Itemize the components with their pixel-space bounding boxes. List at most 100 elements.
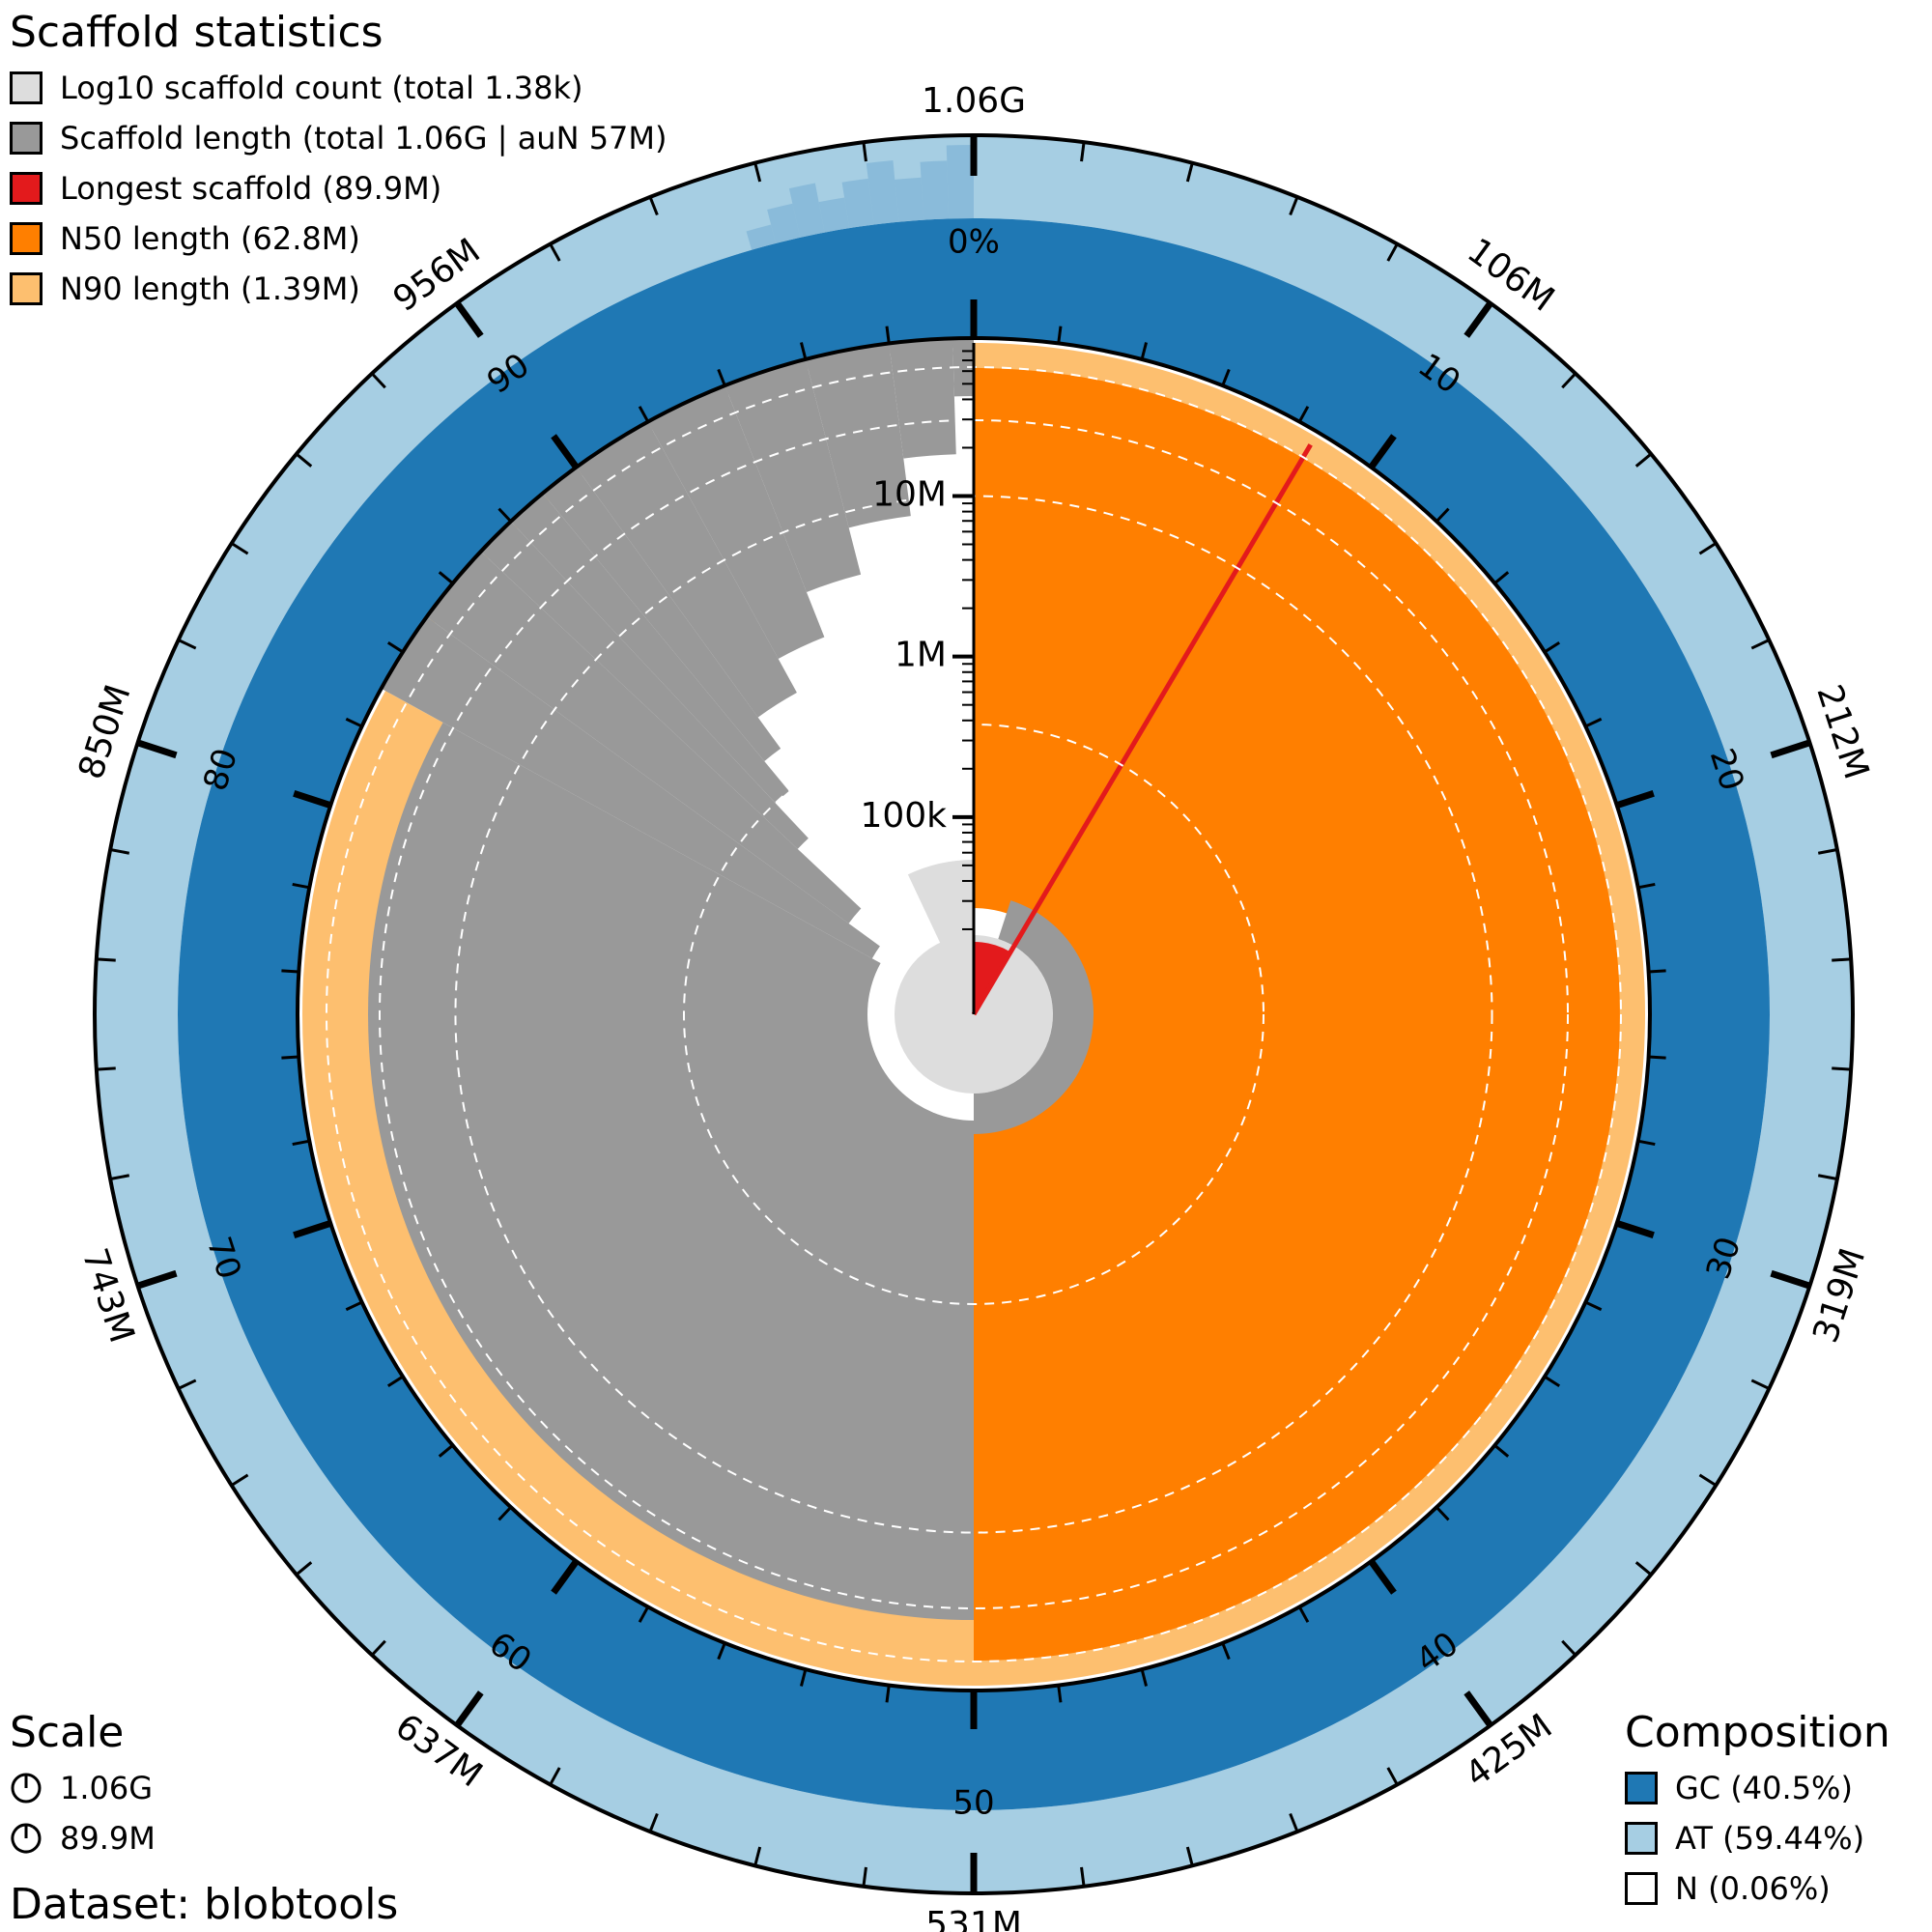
- percent-minor-tick: [1584, 1300, 1603, 1312]
- length-minor-tick: [295, 1561, 313, 1577]
- scaffold-count-wedge: [907, 860, 974, 1014]
- scaffold-length-step: [510, 493, 789, 804]
- percent-minor-tick: [885, 326, 891, 344]
- percent-major-tick: [1615, 1219, 1655, 1239]
- length-minor-tick: [177, 639, 197, 650]
- percent-minor-tick: [345, 717, 363, 728]
- composition-swatch: [1625, 1822, 1658, 1855]
- radial-tick-label: 10M: [872, 474, 947, 514]
- percent-minor-tick: [1221, 1642, 1231, 1661]
- percent-minor-tick: [281, 969, 299, 974]
- length-minor-tick: [1289, 1812, 1299, 1833]
- length-major-tick: [1463, 1690, 1493, 1728]
- percent-minor-tick: [799, 1668, 808, 1687]
- percent-tick-label: 0%: [948, 223, 1000, 262]
- length-minor-tick: [1750, 639, 1771, 650]
- length-minor-tick: [1561, 1639, 1577, 1657]
- length-minor-tick: [1698, 1473, 1718, 1487]
- length-major-tick: [1770, 1269, 1811, 1290]
- legend-label: N50 length (62.8M): [60, 220, 360, 257]
- percent-minor-tick: [638, 406, 650, 423]
- length-major-tick: [454, 300, 484, 338]
- length-minor-tick: [1634, 452, 1653, 468]
- percent-minor-tick: [1057, 1685, 1063, 1703]
- full-circle-scale-icon: [11, 1773, 42, 1804]
- legend-swatch: [10, 122, 43, 155]
- length-minor-tick: [96, 957, 116, 962]
- percent-minor-tick: [345, 1300, 363, 1312]
- length-major-tick: [136, 1269, 178, 1290]
- scale-item-total: 1.06G: [10, 1770, 153, 1806]
- length-minor-tick: [1750, 1378, 1771, 1390]
- percent-minor-tick: [1648, 1055, 1666, 1060]
- scaffold-length-step: [381, 616, 880, 959]
- percent-minor-tick: [799, 342, 808, 360]
- percent-minor-tick: [438, 571, 454, 584]
- at-variation-spike: [920, 160, 950, 220]
- at-variation-spike: [767, 203, 801, 243]
- percent-minor-tick: [1435, 1506, 1450, 1521]
- percent-major-tick: [293, 789, 332, 810]
- scaffold-length-step: [542, 467, 781, 762]
- composition-title: Composition: [1625, 1708, 1890, 1757]
- legend-item-scaffold-length: Scaffold length (total 1.06G | auN 57M): [10, 120, 668, 156]
- at-variation-spike: [841, 178, 874, 229]
- length-minor-tick: [230, 1473, 249, 1487]
- length-minor-tick: [370, 372, 386, 389]
- percent-minor-tick: [386, 641, 404, 654]
- length-minor-tick: [862, 1866, 867, 1888]
- percent-minor-tick: [1435, 507, 1450, 523]
- length-minor-tick: [96, 1066, 116, 1071]
- percent-major-tick: [551, 434, 580, 469]
- percent-minor-tick: [1057, 326, 1063, 344]
- percent-minor-tick: [1544, 641, 1561, 654]
- scaffold-length-area: [368, 524, 974, 1620]
- length-tick-label: 1.06G: [922, 81, 1026, 121]
- length-minor-tick: [1289, 196, 1299, 216]
- percent-minor-tick: [438, 1444, 454, 1458]
- at-variation-spike: [746, 224, 777, 250]
- percent-minor-tick: [1221, 368, 1231, 386]
- length-minor-tick: [1080, 141, 1086, 162]
- at-variation-spike: [866, 159, 899, 225]
- length-minor-tick: [862, 141, 867, 162]
- length-major-tick: [1463, 300, 1493, 338]
- scaffold-length-step: [426, 551, 862, 923]
- length-minor-tick: [753, 162, 762, 183]
- percent-major-tick: [1615, 789, 1655, 810]
- dashed-guide-circle: [379, 419, 1569, 1609]
- composition-label: AT (59.44%): [1675, 1820, 1865, 1857]
- at-variation-spike: [946, 145, 974, 219]
- percent-tick-label: 50: [952, 1784, 994, 1823]
- legend-title: Scaffold statistics: [10, 8, 384, 57]
- length-minor-tick: [230, 542, 249, 555]
- percent-minor-tick: [1637, 1139, 1656, 1147]
- radial-tick-label: 100k: [860, 796, 947, 836]
- length-minor-tick: [1832, 957, 1852, 962]
- percent-minor-tick: [1544, 1375, 1561, 1387]
- legend-label: Scaffold length (total 1.06G | auN 57M): [60, 120, 668, 156]
- length-minor-tick: [1386, 242, 1399, 262]
- composition-label: N (0.06%): [1675, 1870, 1831, 1907]
- percent-major-tick: [293, 1219, 332, 1239]
- legend-item-longest-scaffold: Longest scaffold (89.9M): [10, 170, 441, 207]
- length-minor-tick: [1634, 1561, 1653, 1577]
- length-minor-tick: [1185, 162, 1194, 183]
- percent-minor-tick: [1648, 969, 1666, 974]
- percent-minor-tick: [497, 507, 512, 523]
- legend-item-n90: N90 length (1.39M): [10, 270, 360, 307]
- at-variation-spike: [895, 177, 924, 222]
- scaffold-length-step: [805, 343, 911, 528]
- legend-label: Log10 scaffold count (total 1.38k): [60, 70, 583, 106]
- percent-minor-tick: [1297, 1605, 1310, 1623]
- percent-minor-tick: [1140, 342, 1149, 360]
- scaffold-length-step: [480, 521, 809, 849]
- length-minor-tick: [109, 1174, 130, 1180]
- percent-minor-tick: [1140, 1668, 1149, 1687]
- at-variation-spike: [818, 197, 850, 233]
- percent-minor-tick: [497, 1506, 512, 1521]
- percent-minor-tick: [717, 1642, 726, 1661]
- length-minor-tick: [1386, 1767, 1399, 1786]
- scaffold-length-step: [647, 385, 825, 659]
